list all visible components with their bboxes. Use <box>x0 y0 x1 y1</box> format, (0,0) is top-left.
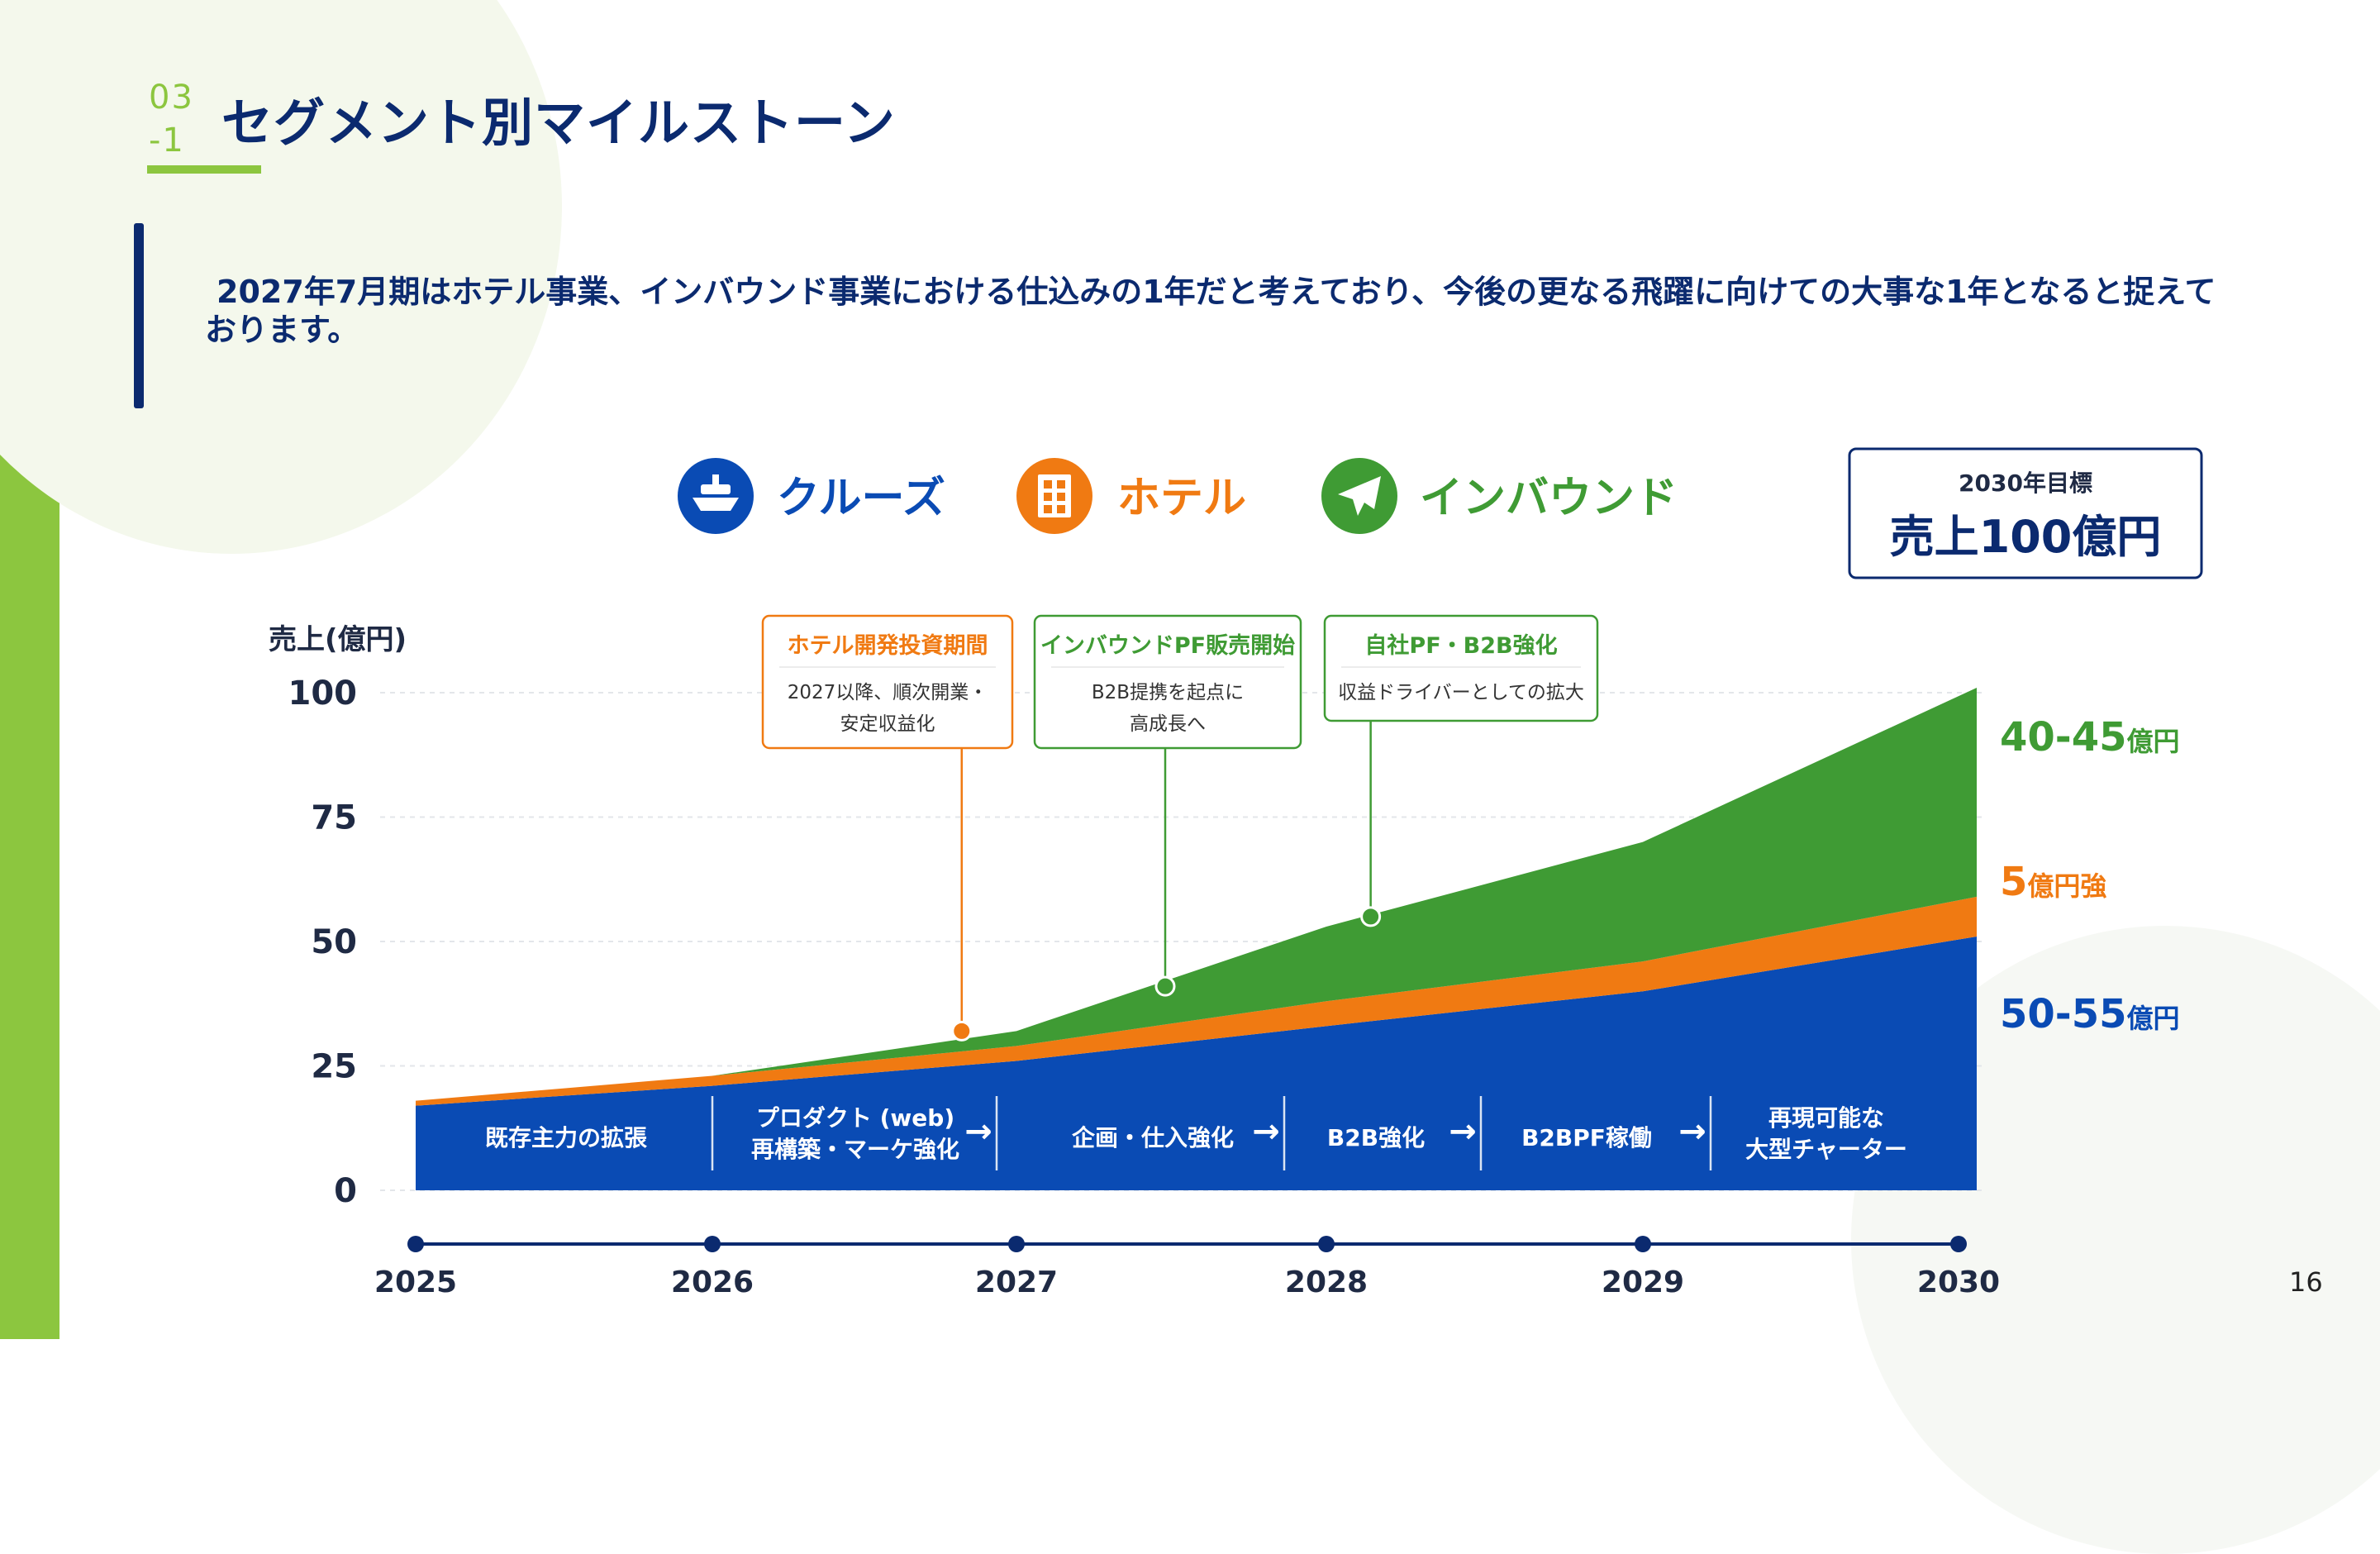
intro-text: 2027年7月期はホテル事業、インバウンド事業における仕込みの1年だと考えており… <box>205 273 2238 349</box>
callout-text: 収益ドライバーとしての拡大 <box>1338 682 1584 703</box>
target-box <box>1848 447 2203 579</box>
phase-label: B2B強化 <box>1327 1124 1425 1151</box>
y-tick-label: 25 <box>311 1048 357 1086</box>
callout-dot <box>1154 975 1176 997</box>
section-number: 03 -1 <box>149 76 194 162</box>
end-value-unit: 億円 <box>2127 726 2180 757</box>
y-tick-label: 100 <box>288 675 358 713</box>
timeline-dot <box>407 1236 424 1252</box>
building-icon-window <box>1057 505 1065 513</box>
y-tick-label: 0 <box>334 1172 357 1210</box>
airplane-icon-shape <box>1338 476 1381 516</box>
callout-text: 高成長へ <box>1130 713 1206 735</box>
timeline-dot <box>1950 1236 1967 1252</box>
x-tick-label: 2025 <box>374 1266 457 1299</box>
phase-label: 大型チャーター <box>1745 1136 1907 1163</box>
phase-label: 既存主力の拡張 <box>485 1124 647 1151</box>
end-value-number: 40-45 <box>2000 714 2127 760</box>
ship-icon-deck <box>701 484 731 494</box>
phase-label: B2BPF稼働 <box>1521 1124 1652 1151</box>
callout-text: B2B提携を起点に <box>1092 682 1244 703</box>
y-tick-label: 75 <box>311 799 357 837</box>
phase-arrow: → <box>1252 1113 1280 1151</box>
end-value-unit: 億円強 <box>2027 870 2106 902</box>
quote-bar <box>134 223 144 408</box>
building-icon-window <box>1057 493 1065 501</box>
timeline-dot <box>1318 1236 1335 1252</box>
phase-arrow: → <box>964 1113 992 1151</box>
building-icon-window <box>1044 480 1052 489</box>
building-icon-body <box>1038 474 1071 517</box>
x-tick-label: 2028 <box>1285 1266 1368 1299</box>
callout-title: ホテル開発投資期間 <box>788 633 988 659</box>
callout-title: インバウンドPF販売開始 <box>1040 632 1295 659</box>
phase-arrow: → <box>1678 1113 1706 1151</box>
timeline-dot <box>704 1236 721 1252</box>
end-value-label: 50-55億円 <box>2000 991 2180 1037</box>
chart-svg: 売上(億円) 100 75 50 25 0 → → → → 既存主力の拡張 プロダクト (web) 再構… <box>269 447 2203 1299</box>
phase-arrow: → <box>1449 1113 1477 1151</box>
legend-label: インバウンド <box>1420 474 1678 523</box>
target-label: 2030年目標 <box>1959 470 2092 497</box>
ship-icon <box>678 458 754 534</box>
section-number-sub: -1 <box>149 122 185 160</box>
target-value: 売上100億円 <box>1890 511 2162 563</box>
callout-box <box>1033 614 1302 750</box>
ship-icon-funnel <box>712 474 719 484</box>
end-value-label: 5億円強 <box>2000 859 2106 905</box>
callout-text: 安定収益化 <box>840 713 935 735</box>
legend-label: クルーズ <box>777 474 945 523</box>
callout-box <box>761 614 1014 750</box>
area-inbound <box>416 687 1977 1101</box>
x-tick-label: 2029 <box>1602 1266 1684 1299</box>
timeline-dot <box>1635 1236 1651 1252</box>
legend-label: ホテル <box>1117 474 1246 523</box>
y-axis-label: 売上(億円) <box>269 623 407 656</box>
building-icon-window <box>1044 505 1052 513</box>
building-icon-window <box>1057 480 1065 489</box>
section-number-main: 03 <box>149 79 194 117</box>
callout-title: 自社PF・B2B強化 <box>1364 632 1557 659</box>
phase-label: プロダクト (web) <box>756 1104 954 1132</box>
y-tick-label: 50 <box>311 923 357 961</box>
milestone-chart: 売上(億円) 100 75 50 25 0 → → → → 既存主力の拡張 プロダクト (web) 再構… <box>269 447 2203 1299</box>
timeline-dot <box>1008 1236 1025 1252</box>
area-cruise <box>416 936 1977 1190</box>
page-title: セグメント別マイルストーン <box>221 93 896 153</box>
end-value-number: 50-55 <box>2000 991 2127 1037</box>
callout-box <box>1323 614 1599 722</box>
phase-label: 企画・仕入強化 <box>1072 1124 1234 1151</box>
callout-dot <box>1360 906 1382 927</box>
x-tick-label: 2030 <box>1917 1266 2000 1299</box>
end-value-unit: 億円 <box>2127 1003 2180 1034</box>
end-value-label: 40-45億円 <box>2000 714 2180 760</box>
section-underline <box>147 165 261 174</box>
callout-text: 2027以降、順次開業・ <box>788 682 988 703</box>
intro-text-line-2: おります。 <box>205 312 359 348</box>
page-number: 16 <box>2289 1266 2323 1298</box>
end-value-number: 5 <box>2000 859 2027 905</box>
x-tick-label: 2026 <box>671 1266 754 1299</box>
ship-icon-hull <box>693 498 739 511</box>
intro-text-line-1: 2027年7月期はホテル事業、インバウンド事業における仕込みの1年だと考えており… <box>217 274 2216 310</box>
phase-label: 再構築・マーケ強化 <box>751 1136 959 1163</box>
building-icon-window <box>1044 493 1052 501</box>
callout-dot <box>951 1020 973 1042</box>
phase-label: 再現可能な <box>1768 1104 1884 1132</box>
x-tick-label: 2027 <box>975 1266 1058 1299</box>
